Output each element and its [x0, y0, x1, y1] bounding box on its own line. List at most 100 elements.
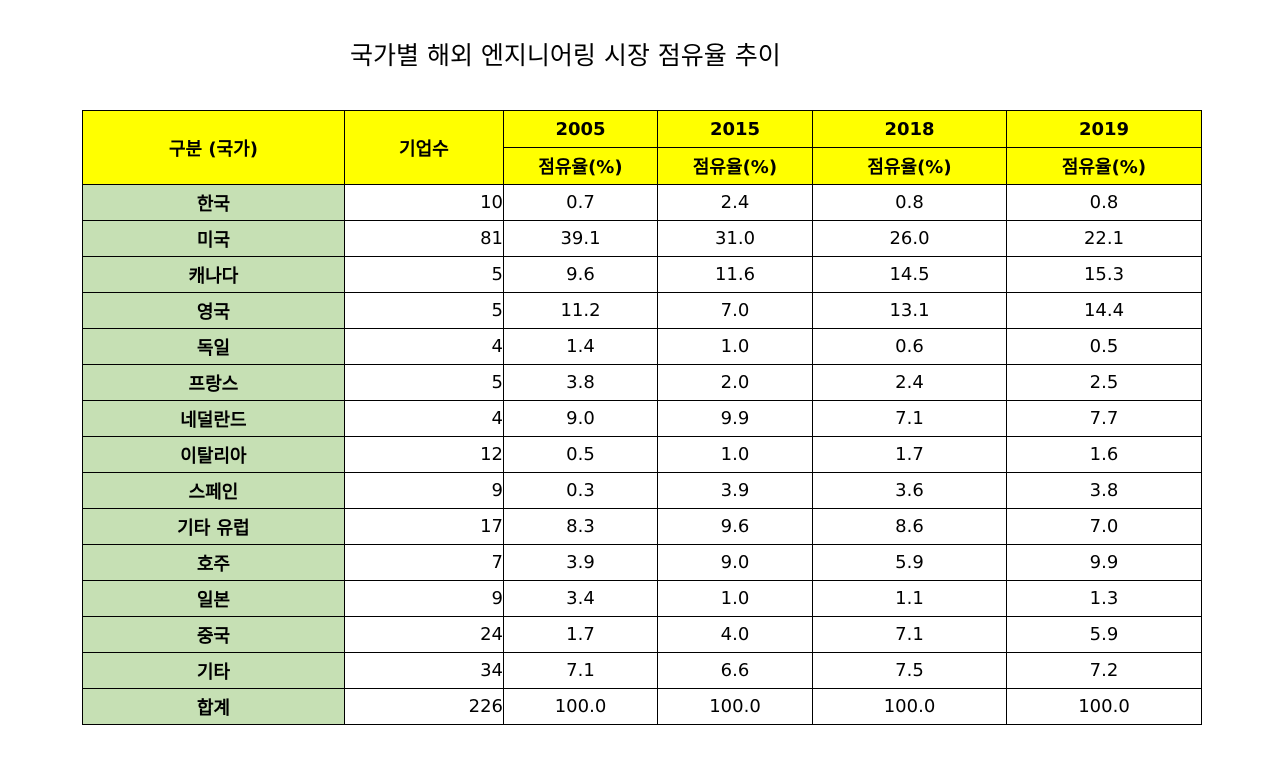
country-cell: 합계 — [82, 688, 345, 725]
share-cell: 8.3 — [503, 508, 658, 545]
share-cell: 1.1 — [812, 580, 1007, 617]
share-cell: 11.6 — [657, 256, 813, 293]
company-count-cell: 4 — [344, 328, 504, 365]
share-cell: 14.4 — [1006, 292, 1202, 329]
table-row: 중국 24 1.7 4.0 7.1 5.9 — [82, 616, 1202, 653]
table-row: 프랑스 5 3.8 2.0 2.4 2.5 — [82, 364, 1202, 401]
share-cell: 11.2 — [503, 292, 658, 329]
country-cell: 프랑스 — [82, 364, 345, 401]
company-count-cell: 7 — [344, 544, 504, 581]
table-row: 한국 10 0.7 2.4 0.8 0.8 — [82, 184, 1202, 221]
share-cell: 1.6 — [1006, 436, 1202, 473]
share-cell: 9.6 — [503, 256, 658, 293]
share-cell: 9.9 — [657, 400, 813, 437]
share-cell: 7.1 — [812, 616, 1007, 653]
share-cell: 4.0 — [657, 616, 813, 653]
share-cell: 0.5 — [503, 436, 658, 473]
share-cell: 1.7 — [812, 436, 1007, 473]
share-cell: 3.8 — [503, 364, 658, 401]
share-cell: 5.9 — [1006, 616, 1202, 653]
table-row: 미국 81 39.1 31.0 26.0 22.1 — [82, 220, 1202, 257]
table-row: 일본 9 3.4 1.0 1.1 1.3 — [82, 580, 1202, 617]
share-cell: 2.4 — [812, 364, 1007, 401]
share-cell: 1.0 — [657, 436, 813, 473]
table-row: 스페인 9 0.3 3.9 3.6 3.8 — [82, 472, 1202, 509]
share-cell: 7.5 — [812, 652, 1007, 689]
table-header: 구분 (국가) 기업수 2005 2015 2018 2019 점유율(%) 점… — [82, 110, 1202, 185]
company-count-cell: 9 — [344, 472, 504, 509]
share-cell: 7.0 — [1006, 508, 1202, 545]
share-cell: 7.2 — [1006, 652, 1202, 689]
share-cell: 0.5 — [1006, 328, 1202, 365]
company-count-cell: 9 — [344, 580, 504, 617]
company-count-cell: 5 — [344, 292, 504, 329]
share-cell: 9.9 — [1006, 544, 1202, 581]
share-cell: 9.0 — [657, 544, 813, 581]
share-cell: 3.4 — [503, 580, 658, 617]
share-cell: 2.0 — [657, 364, 813, 401]
header-share: 점유율(%) — [503, 147, 658, 185]
country-cell: 기타 — [82, 652, 345, 689]
header-year: 2018 — [812, 110, 1007, 148]
table-row: 네덜란드 4 9.0 9.9 7.1 7.7 — [82, 400, 1202, 437]
market-share-table: 구분 (국가) 기업수 2005 2015 2018 2019 점유율(%) 점… — [82, 110, 1202, 725]
share-cell: 1.4 — [503, 328, 658, 365]
share-cell: 2.5 — [1006, 364, 1202, 401]
country-cell: 이탈리아 — [82, 436, 345, 473]
share-cell: 0.8 — [812, 184, 1007, 221]
share-cell: 0.8 — [1006, 184, 1202, 221]
share-cell: 1.7 — [503, 616, 658, 653]
share-cell: 14.5 — [812, 256, 1007, 293]
company-count-cell: 5 — [344, 256, 504, 293]
header-share: 점유율(%) — [1006, 147, 1202, 185]
share-cell: 100.0 — [812, 688, 1007, 725]
share-cell: 8.6 — [812, 508, 1007, 545]
company-count-cell: 24 — [344, 616, 504, 653]
share-cell: 9.0 — [503, 400, 658, 437]
header-category: 구분 (국가) — [82, 110, 345, 185]
company-count-cell: 81 — [344, 220, 504, 257]
table-body: 한국 10 0.7 2.4 0.8 0.8 미국 81 39.1 31.0 26.0 22.1 캐나다 5… — [82, 184, 1202, 725]
share-cell: 26.0 — [812, 220, 1007, 257]
country-cell: 네덜란드 — [82, 400, 345, 437]
share-cell: 3.9 — [503, 544, 658, 581]
share-cell: 0.3 — [503, 472, 658, 509]
country-cell: 한국 — [82, 184, 345, 221]
share-cell: 100.0 — [503, 688, 658, 725]
table-row: 호주 7 3.9 9.0 5.9 9.9 — [82, 544, 1202, 581]
company-count-cell: 226 — [344, 688, 504, 725]
table-row: 영국 5 11.2 7.0 13.1 14.4 — [82, 292, 1202, 329]
share-cell: 3.9 — [657, 472, 813, 509]
header-year: 2015 — [657, 110, 813, 148]
share-cell: 13.1 — [812, 292, 1007, 329]
header-share: 점유율(%) — [812, 147, 1007, 185]
share-cell: 1.0 — [657, 580, 813, 617]
share-cell: 9.6 — [657, 508, 813, 545]
company-count-cell: 34 — [344, 652, 504, 689]
country-cell: 기타 유럽 — [82, 508, 345, 545]
share-cell: 7.0 — [657, 292, 813, 329]
share-cell: 31.0 — [657, 220, 813, 257]
table-row: 독일 4 1.4 1.0 0.6 0.5 — [82, 328, 1202, 365]
country-cell: 중국 — [82, 616, 345, 653]
share-cell: 7.1 — [812, 400, 1007, 437]
company-count-cell: 17 — [344, 508, 504, 545]
country-cell: 스페인 — [82, 472, 345, 509]
share-cell: 1.0 — [657, 328, 813, 365]
company-count-cell: 10 — [344, 184, 504, 221]
country-cell: 영국 — [82, 292, 345, 329]
share-cell: 100.0 — [1006, 688, 1202, 725]
share-cell: 0.7 — [503, 184, 658, 221]
share-cell: 15.3 — [1006, 256, 1202, 293]
country-cell: 캐나다 — [82, 256, 345, 293]
country-cell: 독일 — [82, 328, 345, 365]
company-count-cell: 5 — [344, 364, 504, 401]
share-cell: 39.1 — [503, 220, 658, 257]
share-cell: 5.9 — [812, 544, 1007, 581]
header-companies: 기업수 — [344, 110, 504, 185]
header-share: 점유율(%) — [657, 147, 813, 185]
share-cell: 7.1 — [503, 652, 658, 689]
table-row: 이탈리아 12 0.5 1.0 1.7 1.6 — [82, 436, 1202, 473]
share-cell: 1.3 — [1006, 580, 1202, 617]
country-cell: 호주 — [82, 544, 345, 581]
